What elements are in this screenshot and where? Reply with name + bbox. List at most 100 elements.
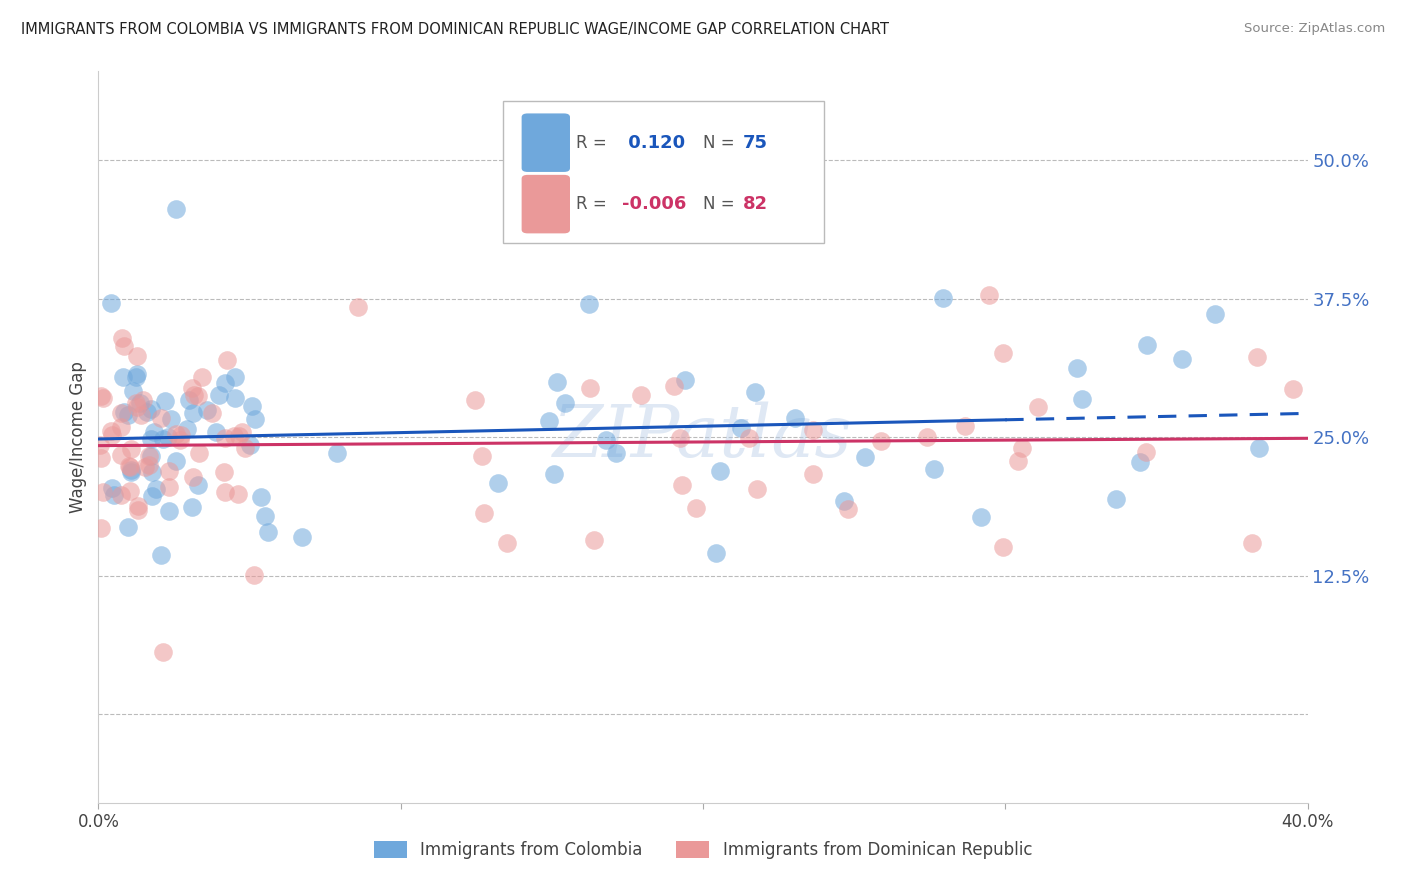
Point <box>1246 351 1268 365</box>
Point <box>120 442 142 456</box>
Point <box>605 446 627 460</box>
Point <box>91 391 114 405</box>
Point <box>991 346 1014 360</box>
Point <box>1204 307 1226 321</box>
Text: IMMIGRANTS FROM COLOMBIA VS IMMIGRANTS FROM DOMINICAN REPUBLIC WAGE/INCOME GAP C: IMMIGRANTS FROM COLOMBIA VS IMMIGRANTS F… <box>21 22 889 37</box>
Point <box>970 510 993 524</box>
Point <box>150 549 173 563</box>
Point <box>853 450 876 464</box>
Point <box>141 401 163 416</box>
Point <box>186 478 208 492</box>
Point <box>709 464 731 478</box>
Point <box>1071 392 1094 406</box>
Point <box>1247 442 1270 456</box>
Point <box>685 501 707 516</box>
Point <box>128 396 150 410</box>
Point <box>117 519 139 533</box>
Point <box>127 400 149 414</box>
Point <box>801 423 824 437</box>
Point <box>157 504 180 518</box>
Point <box>1240 536 1263 550</box>
Point <box>1026 401 1049 415</box>
Point <box>125 368 148 382</box>
Point <box>471 449 494 463</box>
FancyBboxPatch shape <box>503 101 824 244</box>
Point <box>176 422 198 436</box>
Text: R =: R = <box>576 134 612 152</box>
Point <box>224 391 246 405</box>
Point <box>233 442 256 456</box>
Text: R =: R = <box>576 195 612 213</box>
Text: Source: ZipAtlas.com: Source: ZipAtlas.com <box>1244 22 1385 36</box>
Point <box>582 533 605 547</box>
Point <box>205 425 228 439</box>
Point <box>149 411 172 425</box>
FancyBboxPatch shape <box>522 113 569 172</box>
Point <box>214 431 236 445</box>
Text: ZIPatlas: ZIPatlas <box>553 401 853 473</box>
Point <box>228 429 250 443</box>
Point <box>103 488 125 502</box>
Point <box>832 493 855 508</box>
Point <box>546 375 568 389</box>
Point <box>747 482 769 496</box>
Point <box>195 403 218 417</box>
Point <box>744 384 766 399</box>
Point <box>90 521 112 535</box>
Point <box>257 524 280 539</box>
Point <box>226 487 249 501</box>
Point <box>1007 454 1029 468</box>
Point <box>90 389 112 403</box>
Point <box>706 546 728 560</box>
Point <box>955 419 977 434</box>
Point <box>181 381 204 395</box>
Point <box>1066 360 1088 375</box>
Point <box>120 465 142 479</box>
Point <box>239 438 262 452</box>
Point <box>112 339 135 353</box>
Point <box>118 459 141 474</box>
Point <box>595 433 617 447</box>
Point <box>157 480 180 494</box>
Point <box>112 405 135 419</box>
Point <box>801 467 824 481</box>
Point <box>153 394 176 409</box>
Point <box>464 392 486 407</box>
Point <box>110 488 132 502</box>
Point <box>110 448 132 462</box>
Point <box>671 478 693 492</box>
Point <box>90 451 112 466</box>
Point <box>1011 441 1033 455</box>
Point <box>231 425 253 439</box>
Point <box>101 481 124 495</box>
Point <box>630 387 652 401</box>
Point <box>152 645 174 659</box>
Legend: Immigrants from Colombia, Immigrants from Dominican Republic: Immigrants from Colombia, Immigrants fro… <box>366 833 1040 868</box>
Point <box>110 406 132 420</box>
Point <box>1105 491 1128 506</box>
Point <box>177 393 200 408</box>
Y-axis label: Wage/Income Gap: Wage/Income Gap <box>69 361 87 513</box>
Point <box>738 431 761 445</box>
Point <box>100 296 122 310</box>
Point <box>931 291 953 305</box>
Point <box>783 411 806 425</box>
Point <box>730 420 752 434</box>
Point <box>554 396 576 410</box>
Point <box>180 500 202 514</box>
Point <box>125 396 148 410</box>
Point <box>214 484 236 499</box>
Text: N =: N = <box>703 195 740 213</box>
Point <box>170 427 193 442</box>
Point <box>579 381 602 395</box>
Point <box>141 489 163 503</box>
Point <box>250 490 273 504</box>
Point <box>112 370 135 384</box>
Point <box>254 508 277 523</box>
Text: 82: 82 <box>742 195 768 213</box>
Point <box>325 446 347 460</box>
Point <box>1136 338 1159 352</box>
Point <box>240 399 263 413</box>
Point <box>100 428 122 442</box>
Point <box>1282 383 1305 397</box>
